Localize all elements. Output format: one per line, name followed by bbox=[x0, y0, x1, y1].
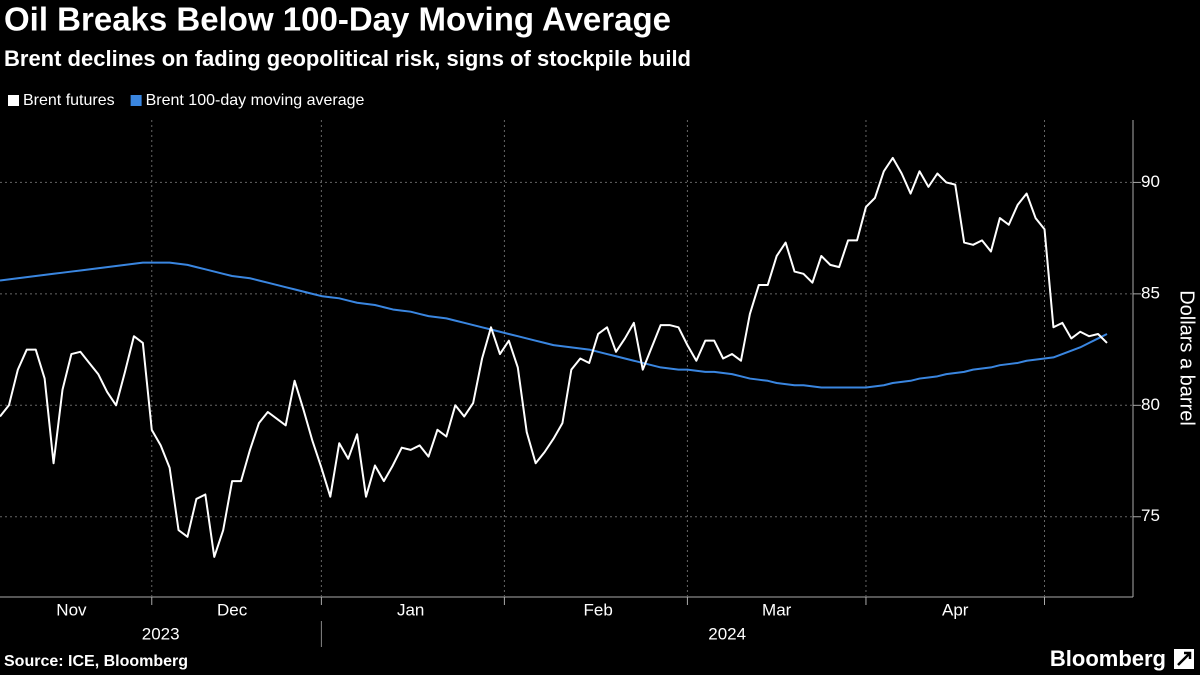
year-label: 2024 bbox=[708, 624, 746, 643]
y-tick-label: 90 bbox=[1141, 172, 1160, 191]
x-tick-label: Dec bbox=[217, 600, 248, 619]
brand-icon-arrow bbox=[1177, 651, 1192, 666]
chart-title: Oil Breaks Below 100-Day Moving Average bbox=[4, 1, 671, 38]
legend-swatch bbox=[130, 95, 142, 106]
x-tick-label: Nov bbox=[56, 600, 87, 619]
x-tick-label: Jan bbox=[397, 600, 424, 619]
source: Source: ICE, Bloomberg bbox=[4, 653, 188, 670]
legend-swatch bbox=[8, 95, 19, 106]
legend-label: Brent 100-day moving average bbox=[146, 92, 365, 109]
y-tick-label: 85 bbox=[1141, 283, 1160, 302]
year-label: 2023 bbox=[142, 624, 180, 643]
brand-logo: Bloomberg bbox=[1050, 646, 1166, 671]
x-tick-label: Mar bbox=[762, 600, 792, 619]
y-tick-label: 75 bbox=[1141, 506, 1160, 525]
x-tick-label: Apr bbox=[942, 600, 969, 619]
chart-subtitle: Brent declines on fading geopolitical ri… bbox=[4, 46, 691, 71]
series-line bbox=[0, 156, 1108, 558]
y-tick-label: 80 bbox=[1141, 395, 1160, 414]
series-line bbox=[0, 261, 1108, 389]
x-tick-label: Feb bbox=[583, 600, 612, 619]
y-axis-label: Dollars a barrel bbox=[1176, 290, 1198, 426]
legend-label: Brent futures bbox=[23, 92, 115, 109]
